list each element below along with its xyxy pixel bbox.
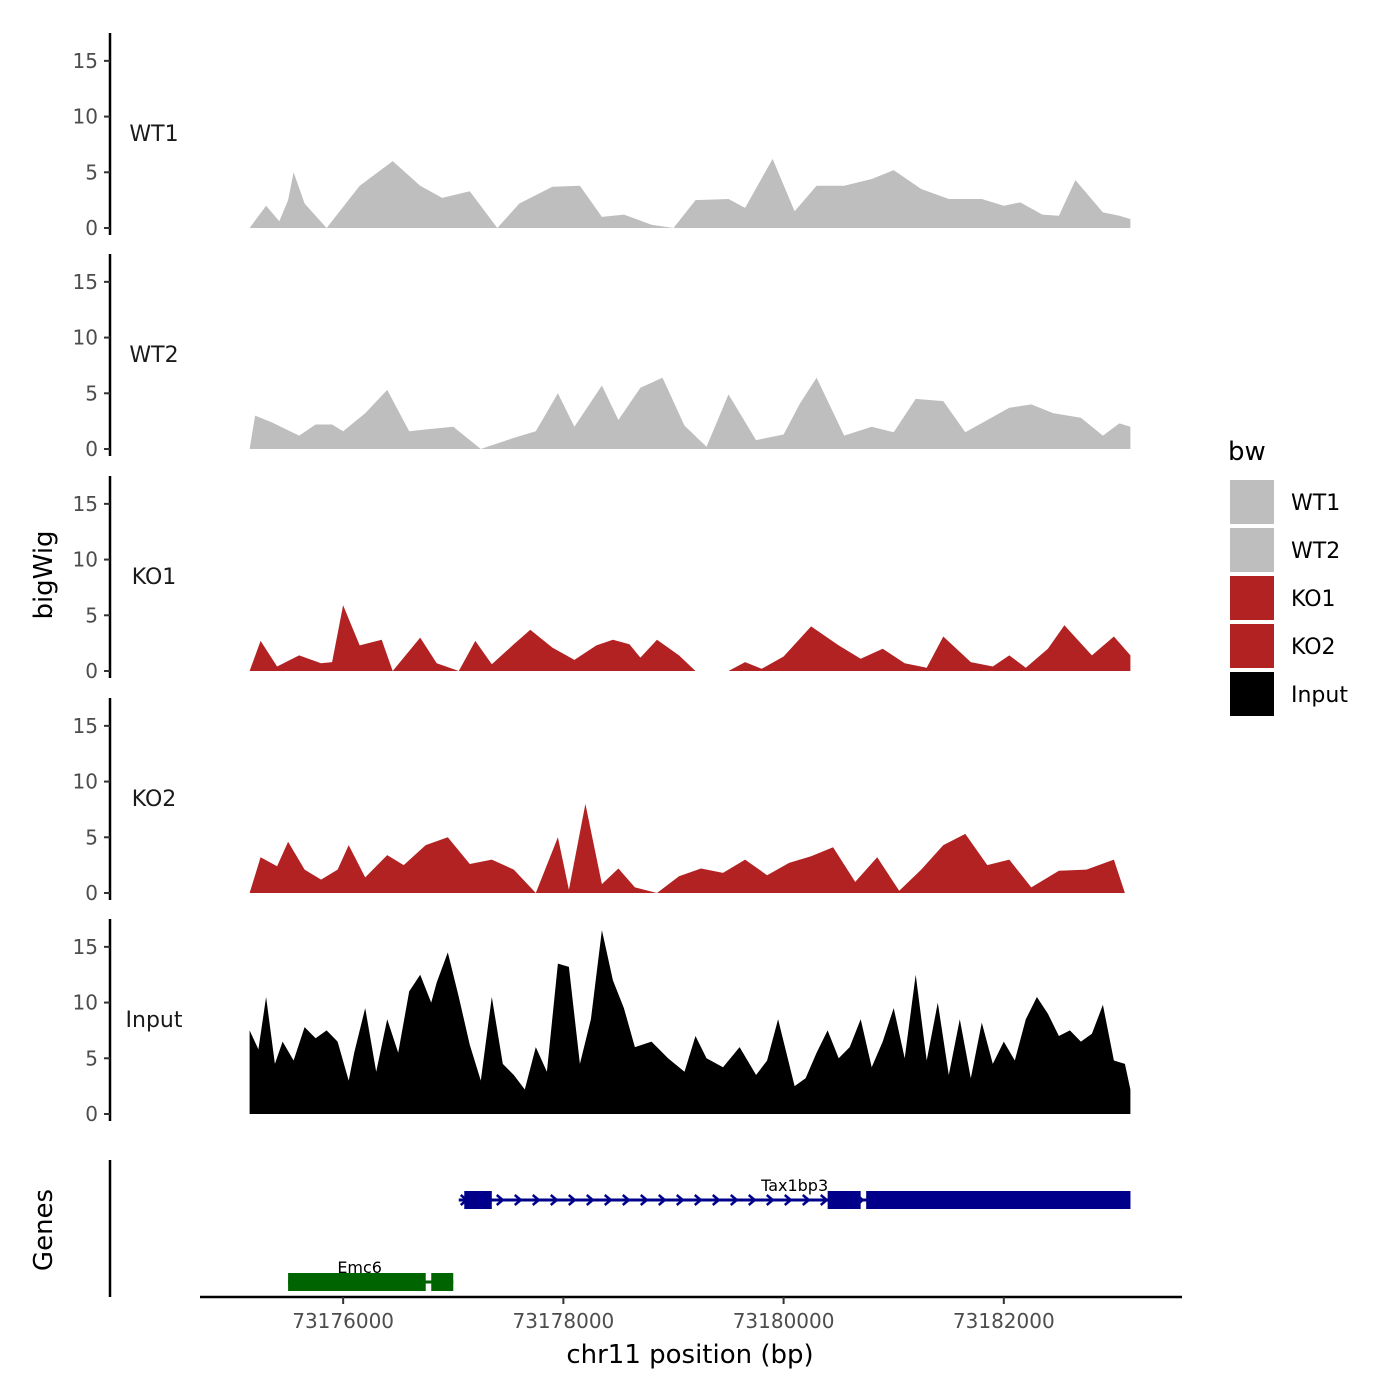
y-tick-label: 5	[85, 381, 98, 405]
legend-swatch	[1230, 672, 1274, 716]
x-axis: 73176000 73178000 73180000 73182000	[200, 1295, 1182, 1333]
track-label: WT2	[129, 343, 178, 368]
y-tick-label: 0	[85, 659, 98, 683]
strand-arrow	[549, 1194, 559, 1206]
legend-label: Input	[1291, 683, 1348, 708]
track-label: KO2	[132, 787, 177, 812]
y-tick-label: 10	[73, 326, 98, 350]
y-tick-label: 0	[85, 216, 98, 240]
gene-tax1bp3: Tax1bp3	[458, 1176, 1131, 1209]
legend-item-wt2: WT2	[1230, 528, 1340, 572]
x-tick-label: 73182000	[953, 1309, 1055, 1333]
strand-arrow	[765, 1194, 775, 1206]
strand-arrow	[621, 1194, 631, 1206]
y-tick-label: 15	[73, 49, 98, 73]
y-tick-label: 10	[73, 770, 98, 794]
y-tick-label: 15	[73, 492, 98, 516]
y-tick-label: 0	[85, 881, 98, 905]
x-tick-label: 73178000	[512, 1309, 614, 1333]
gene-panel: Tax1bp3 Emc6	[108, 1160, 1131, 1297]
y-tick-label: 5	[85, 1046, 98, 1070]
series-area-wt1	[249, 158, 1131, 228]
strand-arrow	[585, 1194, 595, 1206]
series-area-ko1	[249, 605, 1131, 671]
strand-arrow	[513, 1194, 523, 1206]
strand-arrow	[783, 1194, 793, 1206]
gene-name-label: Tax1bp3	[760, 1176, 828, 1195]
legend-label: WT1	[1291, 491, 1340, 516]
track-ko2: 0 5 10 15 KO2	[73, 698, 1125, 905]
y-tick-label: 5	[85, 603, 98, 627]
y-tick-label: 5	[85, 160, 98, 184]
y-tick-label: 15	[73, 270, 98, 294]
legend-item-input: Input	[1230, 672, 1348, 716]
strand-arrow	[711, 1194, 721, 1206]
legend-item-wt1: WT1	[1230, 480, 1340, 524]
x-tick-label: 73180000	[733, 1309, 835, 1333]
track-label: Input	[126, 1008, 183, 1033]
gene-emc6: Emc6	[288, 1258, 454, 1291]
strand-arrow	[639, 1194, 649, 1206]
track-label: KO1	[132, 565, 177, 590]
legend-item-ko2: KO2	[1230, 624, 1336, 668]
strand-arrow	[657, 1194, 667, 1206]
track-ko1: 0 5 10 15 KO1	[73, 476, 1131, 683]
legend-label: KO1	[1291, 587, 1336, 612]
strand-arrow	[567, 1194, 577, 1206]
strand-arrow	[693, 1194, 703, 1206]
strand-arrow	[747, 1194, 757, 1206]
x-tick-label: 73176000	[292, 1309, 394, 1333]
series-area-ko2	[249, 803, 1125, 893]
gene-name-label: Emc6	[337, 1258, 382, 1277]
y-tick-label: 10	[73, 548, 98, 572]
y-tick-label: 10	[73, 991, 98, 1015]
strand-arrow	[819, 1194, 829, 1206]
y-tick-label: 0	[85, 437, 98, 461]
y-tick-label: 0	[85, 1102, 98, 1126]
legend-label: KO2	[1291, 635, 1336, 660]
strand-arrow	[801, 1194, 811, 1206]
legend-swatch	[1230, 624, 1274, 668]
legend-title: bw	[1228, 437, 1266, 467]
legend-item-ko1: KO1	[1230, 576, 1336, 620]
series-area-input	[249, 930, 1131, 1114]
gene-exon	[866, 1191, 1131, 1209]
y-tick-label: 10	[73, 105, 98, 129]
legend-swatch	[1230, 528, 1274, 572]
track-label: WT1	[129, 122, 178, 147]
strand-arrow	[675, 1194, 685, 1206]
x-axis-title: chr11 position (bp)	[566, 1340, 813, 1370]
gene-exon	[827, 1191, 861, 1209]
strand-arrow	[531, 1194, 541, 1206]
strand-arrow	[729, 1194, 739, 1206]
gene-exon	[288, 1273, 426, 1291]
legend: bw WT1 WT2 KO1 KO2 Input	[1228, 437, 1348, 716]
track-input: 0 5 10 15 Input	[73, 919, 1131, 1126]
track-panels: 0 5 10 15 WT1 0 5 10 15 WT2 0 5 10 15 KO1 0 5 10 15 KO2 0 5 10…	[73, 33, 1131, 1126]
strand-arrow	[603, 1194, 613, 1206]
track-wt2: 0 5 10 15 WT2	[73, 254, 1131, 461]
y-tick-label: 15	[73, 714, 98, 738]
legend-swatch	[1230, 480, 1274, 524]
strand-arrow	[495, 1194, 505, 1206]
y-tick-label: 5	[85, 825, 98, 849]
series-area-wt2	[249, 377, 1131, 449]
genes-axis-title: Genes	[29, 1189, 59, 1271]
legend-label: WT2	[1291, 539, 1340, 564]
track-wt1: 0 5 10 15 WT1	[73, 33, 1131, 240]
gene-exon	[431, 1273, 454, 1291]
y-tick-label: 15	[73, 935, 98, 959]
gene-exon	[464, 1191, 492, 1209]
legend-swatch	[1230, 576, 1274, 620]
y-axis-title: bigWig	[29, 530, 59, 619]
